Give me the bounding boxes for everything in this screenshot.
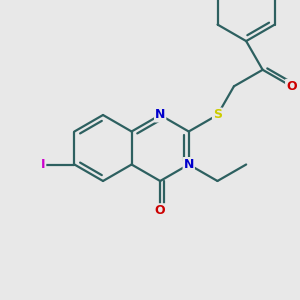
Text: I: I — [41, 158, 45, 171]
Text: O: O — [155, 204, 166, 217]
Text: N: N — [155, 109, 165, 122]
Text: O: O — [286, 80, 297, 93]
Text: N: N — [184, 158, 194, 171]
Text: S: S — [213, 109, 222, 122]
